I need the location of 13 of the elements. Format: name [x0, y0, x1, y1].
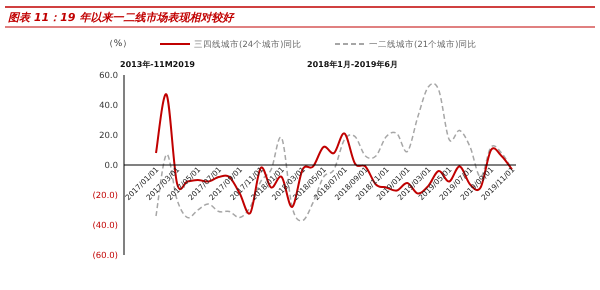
legend-label: 一二线城市(21个城市)同比 [369, 39, 476, 50]
y-tick-label: (60.0) [92, 251, 118, 261]
y-tick-label: (40.0) [92, 221, 118, 231]
y-tick-label: 0.0 [104, 161, 118, 171]
text: 2013年-11M2019 [120, 60, 196, 69]
y-tick-label: 20.0 [99, 131, 118, 141]
y-tick-label: (20.0) [92, 191, 118, 201]
y-tick-label: 40.0 [99, 101, 118, 111]
y-tick-label: 60.0 [99, 71, 118, 81]
text: 2018年1月-2019年6月 [307, 60, 398, 69]
legend-label: 三四线城市(24个城市)同比 [194, 39, 302, 50]
y-axis-title: （%） [104, 39, 132, 49]
chart-title: 图表 11：19 年以来一二线市场表现相对较好 [8, 11, 236, 24]
